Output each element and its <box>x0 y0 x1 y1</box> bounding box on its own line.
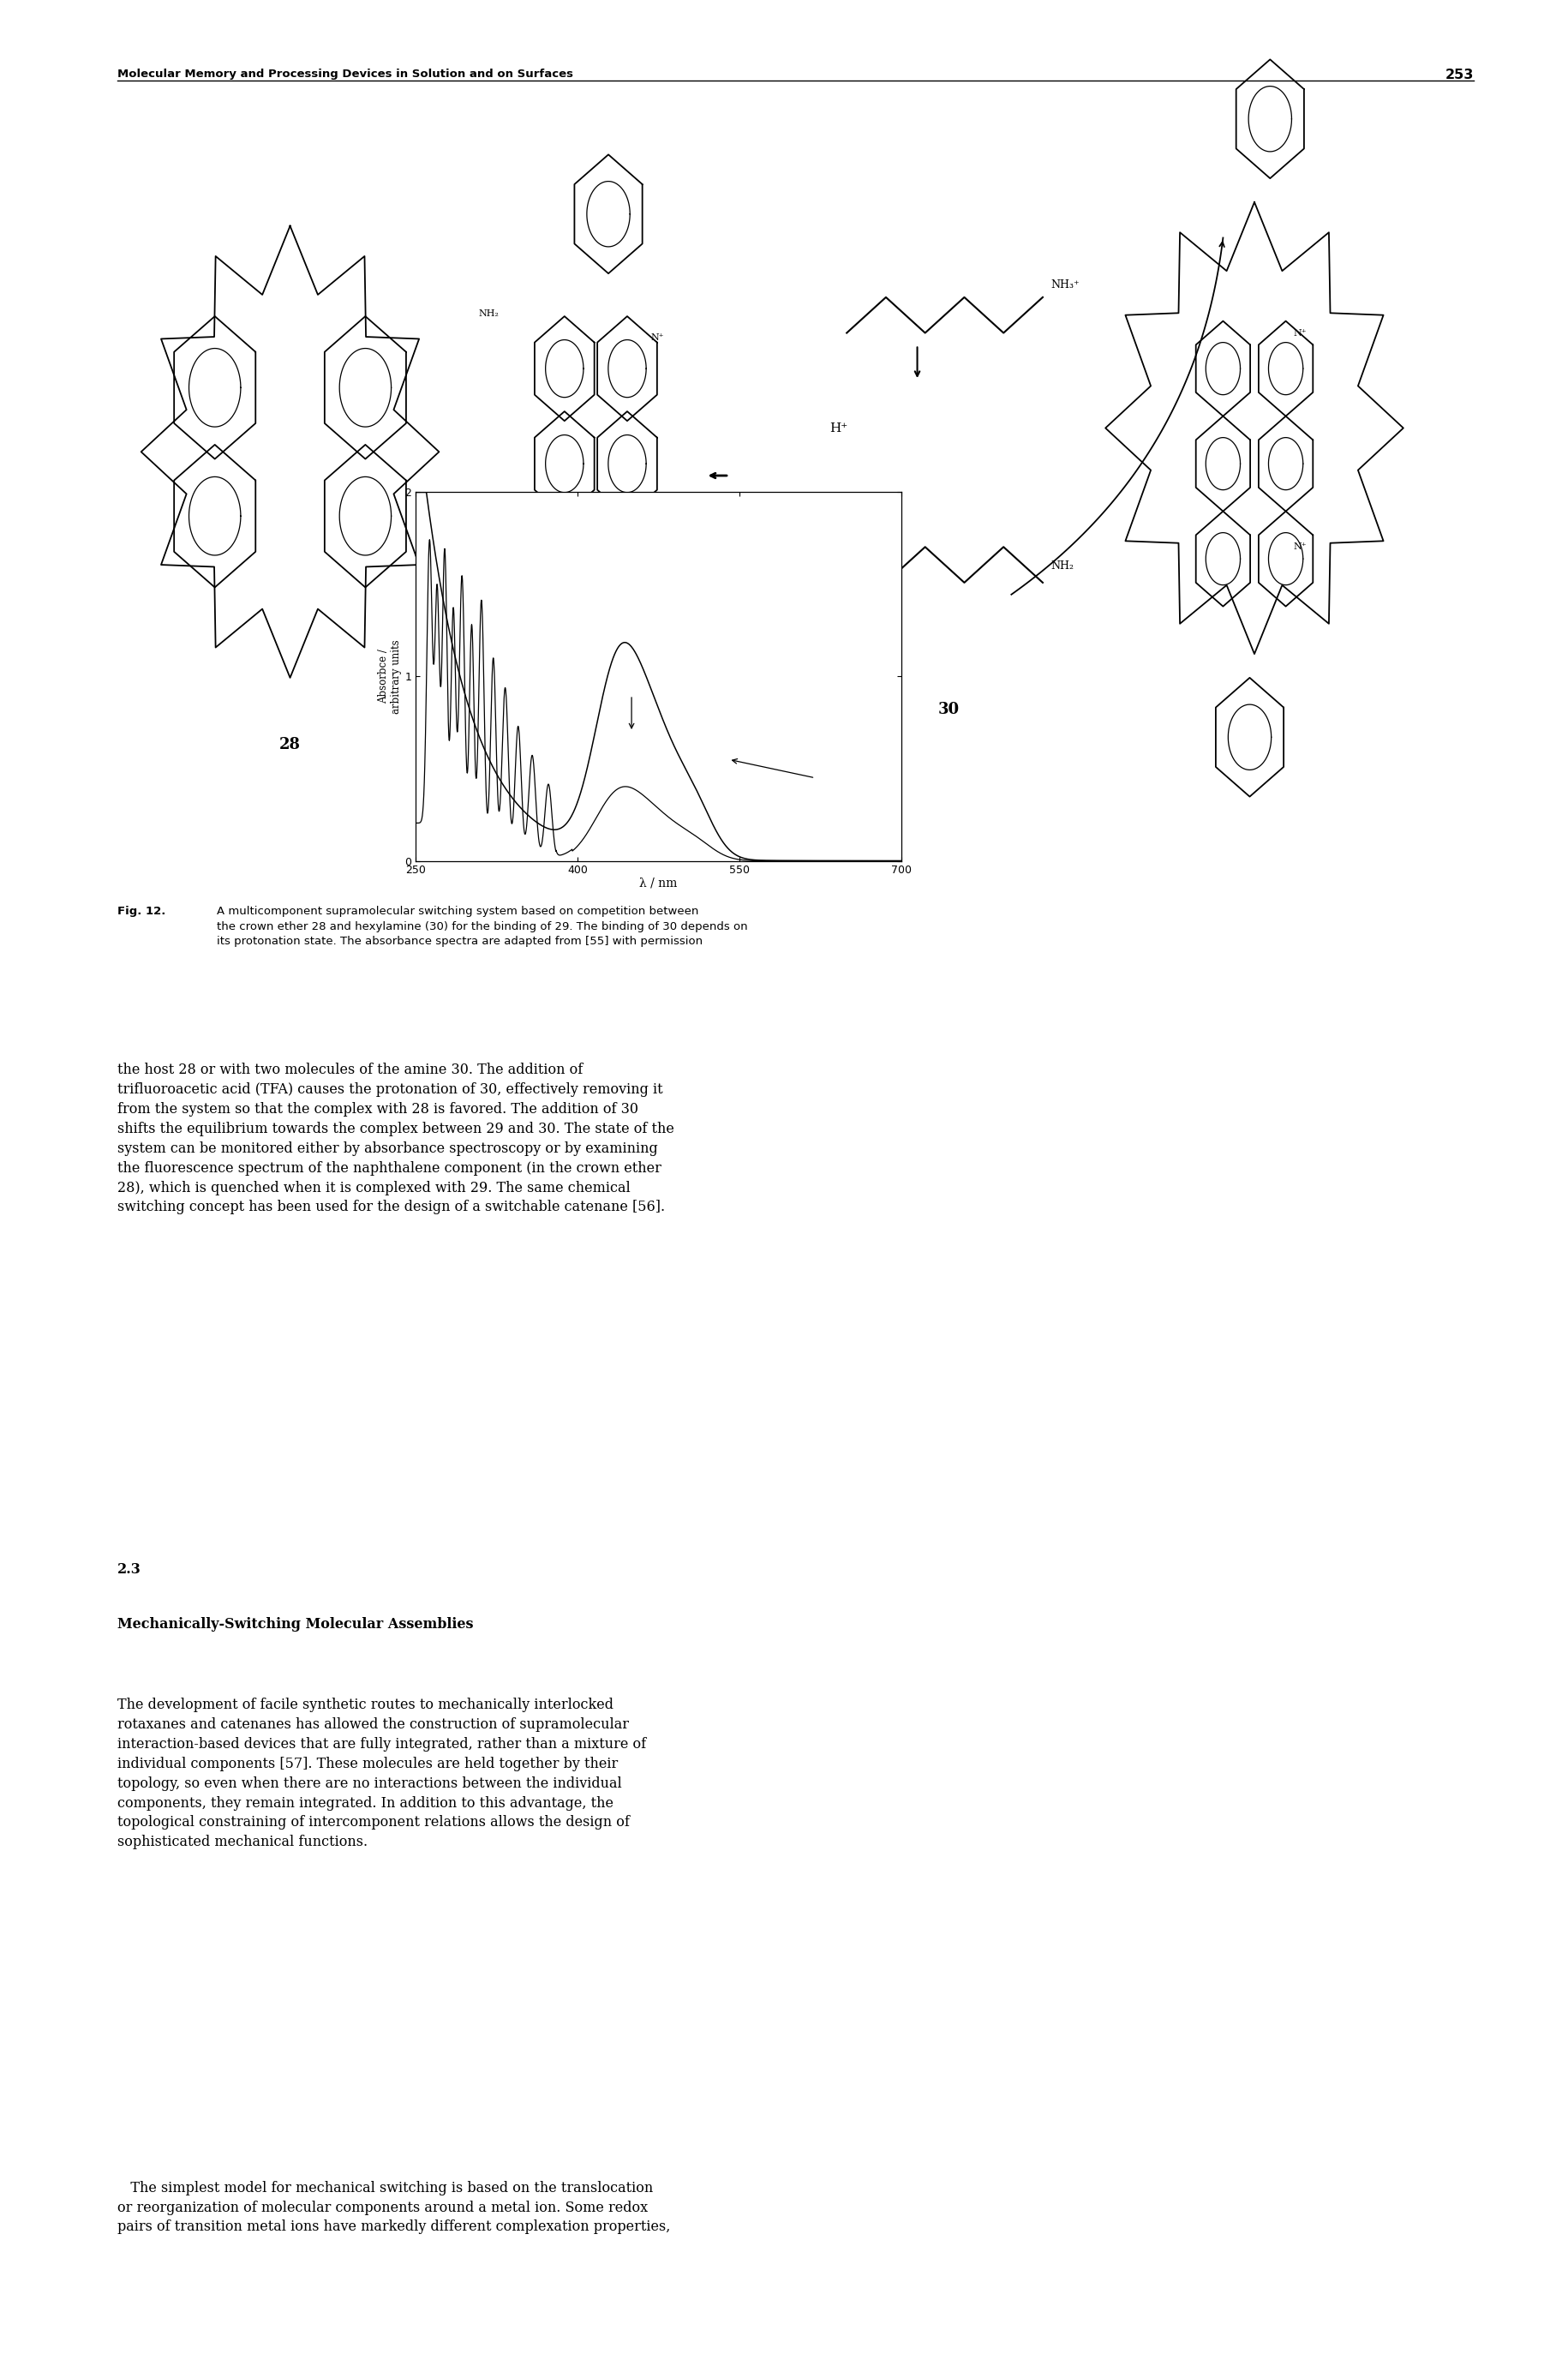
Text: NH₃⁺: NH₃⁺ <box>1051 281 1079 290</box>
Text: The simplest model for mechanical switching is based on the translocation
or reo: The simplest model for mechanical switch… <box>118 2181 671 2235</box>
Text: 2.3: 2.3 <box>118 1562 141 1577</box>
Text: 253: 253 <box>1446 69 1474 81</box>
X-axis label: λ / nm: λ / nm <box>640 877 677 889</box>
Text: the host 28 or with two molecules of the amine 30. The addition of
trifluoroacet: the host 28 or with two molecules of the… <box>118 1063 674 1215</box>
Text: The development of facile synthetic routes to mechanically interlocked
rotaxanes: The development of facile synthetic rout… <box>118 1698 646 1850</box>
Text: N⁺: N⁺ <box>1294 328 1306 338</box>
Text: N⁺: N⁺ <box>651 333 663 342</box>
Text: 30: 30 <box>938 702 960 716</box>
Text: NH₂: NH₂ <box>1051 561 1074 571</box>
Text: Mechanically-Switching Molecular Assemblies: Mechanically-Switching Molecular Assembl… <box>118 1617 474 1631</box>
Text: NH₂: NH₂ <box>627 578 648 587</box>
Text: N,: N, <box>544 561 554 571</box>
Text: A multicomponent supramolecular switching system based on competition between
th: A multicomponent supramolecular switchin… <box>216 906 748 946</box>
Text: NH₂: NH₂ <box>478 309 499 319</box>
Y-axis label: Absorbce /
arbitrary units: Absorbce / arbitrary units <box>378 640 401 713</box>
Text: 28: 28 <box>279 737 301 751</box>
Text: H⁺: H⁺ <box>829 421 848 435</box>
Text: Molecular Memory and Processing Devices in Solution and on Surfaces: Molecular Memory and Processing Devices … <box>118 69 574 81</box>
Text: 29: 29 <box>585 737 607 751</box>
Text: N⁺: N⁺ <box>1294 542 1306 552</box>
Text: Fig. 12.: Fig. 12. <box>118 906 166 918</box>
